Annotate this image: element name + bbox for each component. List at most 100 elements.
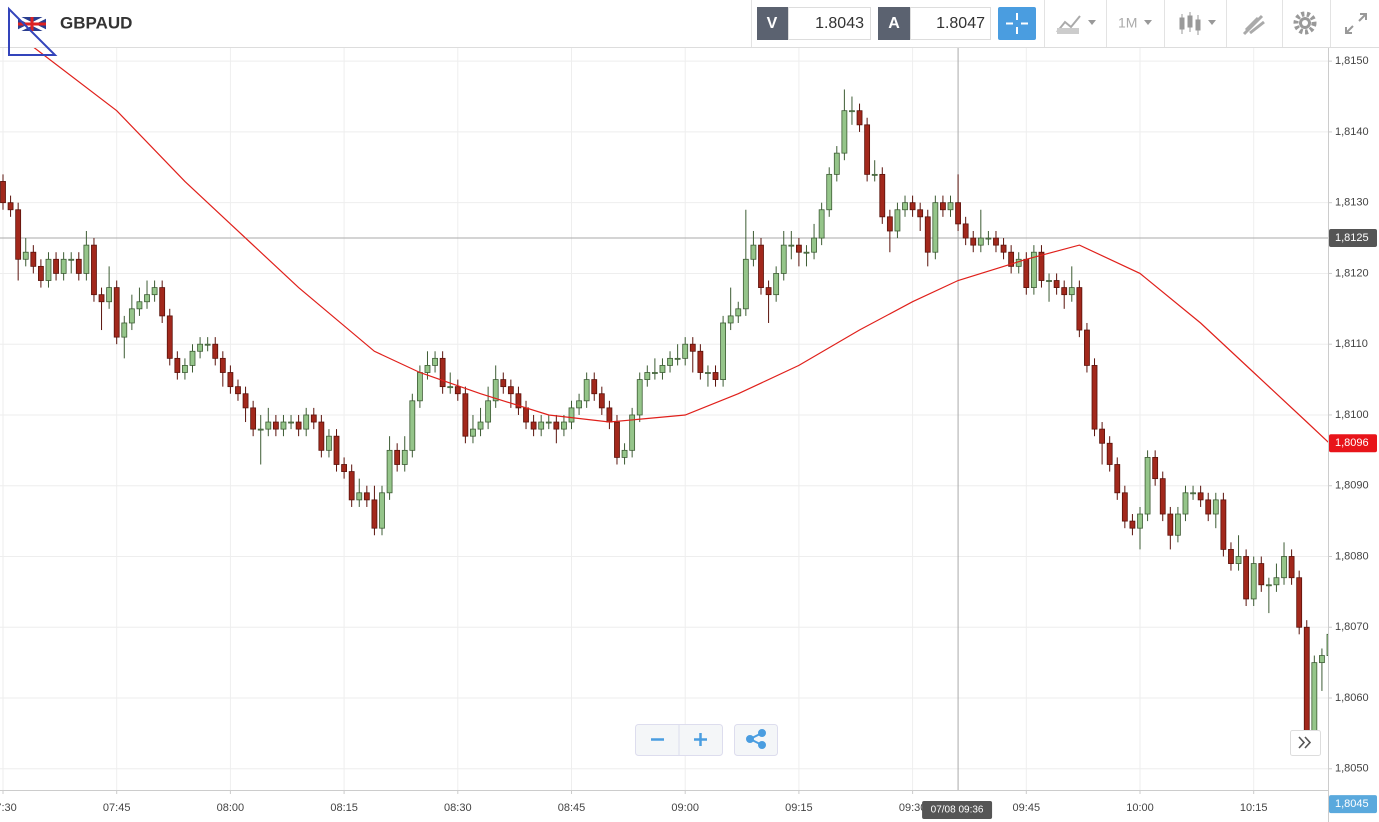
candle-body	[614, 421, 620, 458]
candle-body	[1197, 492, 1204, 501]
candle-body	[659, 365, 666, 373]
crosshair-time-label: 07/08 09:36	[931, 805, 984, 816]
candle-body	[379, 492, 385, 529]
settings-button[interactable]	[1293, 11, 1317, 35]
crosshair-icon	[1006, 13, 1028, 34]
candle-body	[75, 258, 82, 274]
candle-body	[955, 202, 961, 225]
candle-type-button[interactable]	[1179, 12, 1216, 35]
buy-button[interactable]	[878, 7, 910, 40]
y-tick-label: 1,8120	[1335, 267, 1369, 279]
chart-type-button[interactable]	[1056, 15, 1096, 34]
candle-body	[53, 258, 59, 274]
candle-body	[318, 421, 325, 451]
sell-button[interactable]	[757, 7, 788, 40]
candle-body	[60, 258, 67, 274]
candle-body	[500, 379, 507, 388]
y-tick-label: 1,8060	[1335, 692, 1369, 704]
candle-body	[98, 294, 105, 303]
candle-body	[416, 372, 423, 402]
candle-body	[0, 181, 6, 204]
candle-body	[765, 287, 772, 296]
y-tick-label: 1,8080	[1335, 550, 1369, 562]
price-label-box	[1329, 229, 1377, 248]
x-tick-label: 08:30	[444, 802, 472, 814]
candle-body	[826, 173, 833, 211]
candle-body	[462, 393, 469, 437]
candle-body	[1076, 287, 1083, 331]
x-tick-label: 10:15	[1240, 802, 1268, 814]
candle-body	[1068, 287, 1075, 296]
candle-body	[7, 202, 14, 211]
buy-price-box	[910, 7, 991, 40]
candle-body	[553, 421, 560, 430]
draw-tool-button[interactable]	[1242, 14, 1265, 36]
candle-body	[1281, 556, 1287, 579]
candle-body	[174, 357, 181, 373]
candle-body	[128, 308, 135, 324]
candle-body	[803, 251, 810, 254]
share-button[interactable]	[746, 729, 766, 749]
fullscreen-button[interactable]	[1345, 13, 1367, 34]
candle-body	[91, 244, 97, 296]
scroll-end-button[interactable]	[1298, 736, 1312, 749]
moving-average	[32, 47, 1328, 443]
candle-body	[227, 372, 234, 388]
candle-body	[1152, 457, 1159, 480]
candle-body	[720, 322, 726, 380]
candle-body	[947, 202, 954, 211]
candle-body	[538, 421, 545, 430]
sell-price-box	[788, 7, 871, 40]
candle-body	[470, 428, 476, 437]
price-label: 1,8096	[1335, 437, 1369, 449]
candle-body	[864, 124, 871, 175]
candle-body	[1243, 556, 1250, 600]
candle-body	[1030, 251, 1037, 288]
candle-body	[1175, 513, 1181, 536]
candle-body	[265, 421, 272, 430]
candle-body	[204, 343, 211, 346]
candle-body	[250, 407, 257, 430]
candle-body	[962, 223, 969, 239]
x-tick-label: 07:45	[103, 802, 131, 814]
candle-body	[629, 414, 636, 451]
candle-body	[811, 237, 817, 253]
candle-body	[1129, 520, 1136, 529]
candle-body	[886, 216, 893, 232]
buy-label: A	[888, 15, 900, 32]
candle-body	[348, 471, 355, 501]
candle-body	[1265, 584, 1272, 587]
candle-body	[758, 244, 764, 288]
candle-body	[106, 287, 113, 303]
candle-body	[1084, 329, 1090, 366]
candle-body	[940, 202, 946, 211]
candle-body	[439, 357, 446, 388]
x-tick-label: 09:45	[1013, 802, 1041, 814]
candle-body	[977, 237, 984, 246]
candle-body	[15, 209, 22, 260]
timeframe[interactable]: 1M	[1118, 15, 1137, 31]
x-tick-label: 09:30	[899, 802, 927, 814]
candle-body	[1258, 563, 1265, 586]
candle-body	[1053, 280, 1060, 288]
candle-body	[1099, 428, 1105, 444]
candle-body	[485, 400, 492, 423]
axes: 1,8050 1,8060 1,8070 1,8080 1,8090 1,8100 1,81…	[0, 55, 1377, 819]
crosshair-button[interactable]	[998, 7, 1036, 40]
y-tick-label: 1,8090	[1335, 480, 1369, 492]
candle-body	[909, 202, 916, 211]
candle-body	[545, 421, 552, 424]
candle-body	[303, 414, 310, 430]
x-tick-label: 08:45	[558, 802, 586, 814]
x-tick-label: 08:00	[217, 802, 245, 814]
y-tick-label: 1,8130	[1335, 197, 1369, 209]
zoom-in-button[interactable]	[694, 733, 707, 746]
candle-body	[1137, 513, 1143, 529]
candle-body	[568, 407, 575, 423]
candle-body	[257, 428, 264, 431]
candle-body	[1190, 492, 1196, 495]
candle-body	[1000, 244, 1007, 253]
candle-body	[333, 435, 340, 465]
